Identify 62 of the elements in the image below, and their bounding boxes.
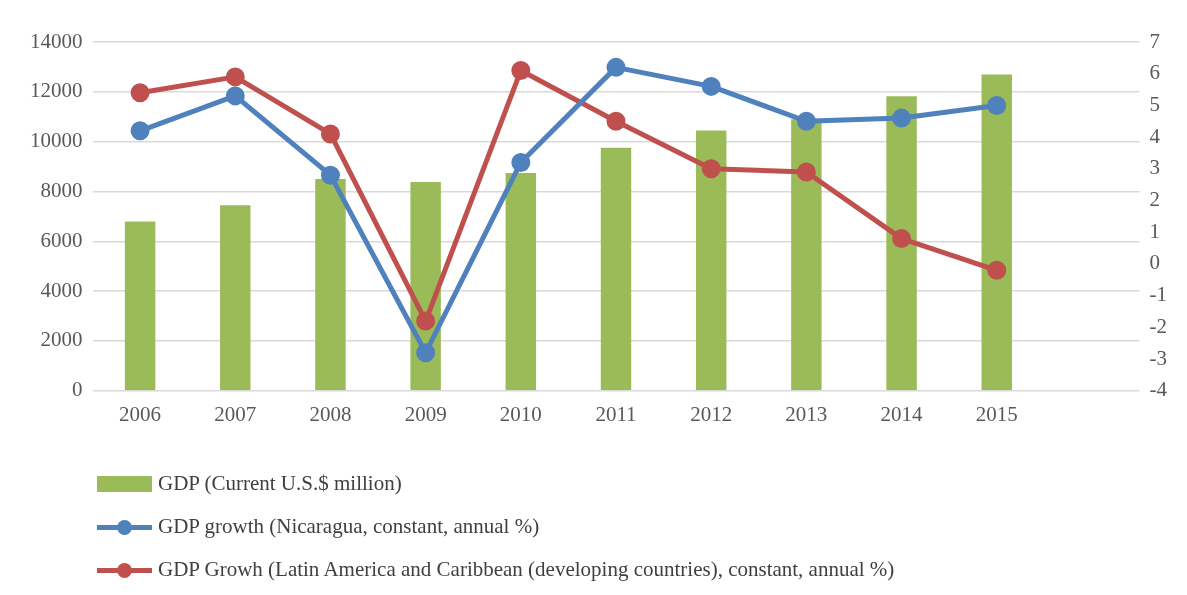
- y2-tick-label: 4: [1149, 123, 1161, 148]
- y2-tick-label: -1: [1149, 282, 1168, 307]
- y2-tick-label: 7: [1149, 28, 1161, 53]
- bar: [124, 221, 156, 391]
- x-tick-label: 2006: [119, 401, 162, 426]
- y2-tick-label: 1: [1149, 218, 1161, 243]
- point: [416, 343, 436, 363]
- x-tick-label: 2010: [499, 401, 542, 426]
- x-tick-label: 2012: [690, 401, 733, 426]
- point: [511, 61, 531, 81]
- legend-label: GDP (Current U.S.$ million): [158, 471, 402, 496]
- y-tick-label: 6000: [40, 227, 83, 252]
- point: [606, 111, 626, 131]
- bar: [505, 173, 537, 391]
- legend-label: GDP growth (Nicaragua, constant, annual %): [158, 514, 540, 539]
- point: [320, 124, 340, 144]
- point: [796, 162, 816, 182]
- y2-tick-label: 2: [1149, 187, 1161, 212]
- x-tick-label: 2014: [880, 401, 924, 426]
- point: [701, 76, 721, 96]
- point: [987, 260, 1007, 280]
- x-tick-label: 2008: [309, 401, 352, 426]
- y2-tick-label: 6: [1149, 60, 1161, 85]
- bar: [981, 74, 1012, 391]
- y2-tick-label: 0: [1149, 250, 1161, 275]
- point: [892, 229, 912, 249]
- y2-tick-label: -3: [1149, 345, 1168, 370]
- bar: [315, 179, 346, 391]
- point: [796, 111, 816, 131]
- point: [416, 311, 436, 331]
- y-tick-label: 10000: [30, 128, 83, 153]
- y2-tick-label: 3: [1149, 155, 1161, 180]
- y-tick-label: 4000: [40, 277, 83, 302]
- y-tick-label: 14000: [30, 28, 83, 53]
- x-tick-label: 2011: [595, 401, 637, 426]
- x-tick-label: 2015: [975, 401, 1018, 426]
- bar: [600, 147, 632, 391]
- y-tick-label: 12000: [30, 78, 83, 103]
- x-tick-label: 2013: [785, 401, 828, 426]
- point: [130, 83, 150, 103]
- y2-tick-label: -4: [1149, 377, 1168, 402]
- bar: [695, 130, 727, 391]
- point: [987, 95, 1007, 115]
- x-tick-label: 2009: [404, 401, 447, 426]
- bar: [220, 205, 251, 391]
- point: [225, 67, 245, 87]
- point: [320, 165, 340, 185]
- y2-tick-label: 5: [1149, 91, 1161, 116]
- point: [892, 108, 912, 128]
- y-tick-label: 2000: [40, 327, 83, 352]
- x-tick-label: 2007: [214, 401, 257, 426]
- point: [606, 57, 626, 77]
- y-tick-label: 8000: [40, 178, 83, 202]
- y-tick-label: 0: [72, 377, 83, 402]
- legend-label: GDP Growh (Latin America and Caribbean (developing countries), constant, annual %): [158, 557, 895, 582]
- y2-tick-label: -2: [1149, 313, 1168, 338]
- bar: [791, 119, 822, 391]
- point: [701, 159, 721, 179]
- point: [130, 121, 150, 141]
- point: [225, 86, 245, 106]
- point: [511, 153, 531, 172]
- bar: [886, 96, 917, 391]
